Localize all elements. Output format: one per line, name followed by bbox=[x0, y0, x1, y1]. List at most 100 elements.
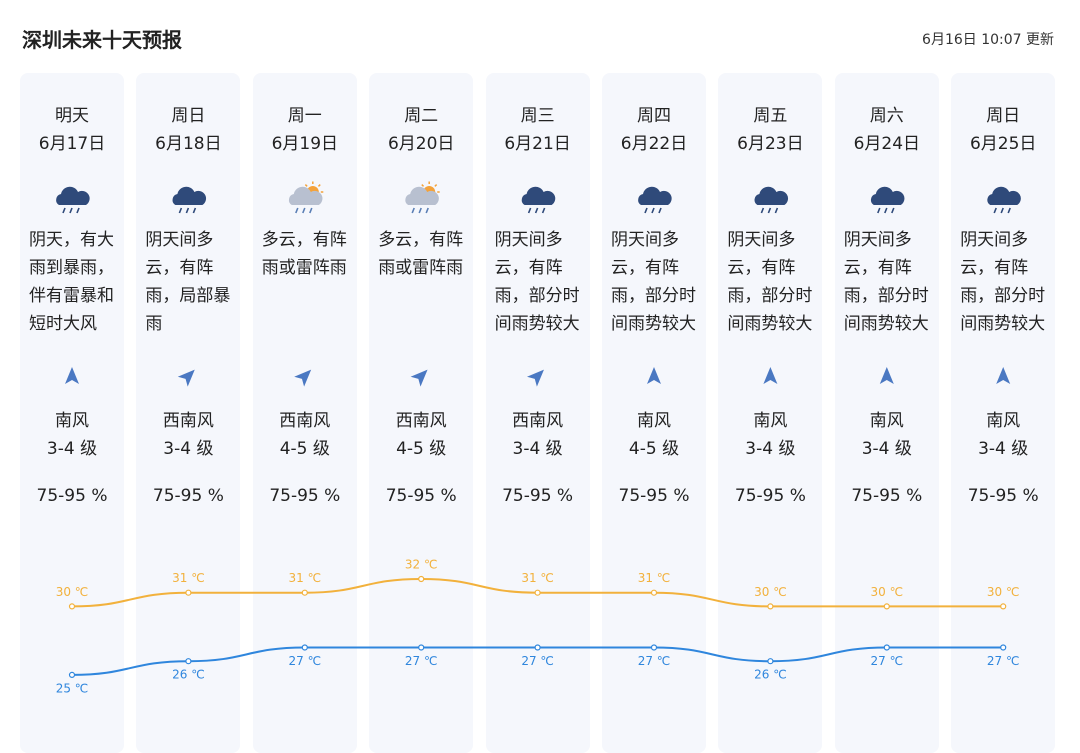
low-temp-point bbox=[650, 644, 658, 651]
high-temp-point bbox=[185, 589, 192, 596]
high-temp-point bbox=[301, 589, 308, 596]
day-date: 6月19日 bbox=[271, 134, 339, 154]
weather-icon bbox=[638, 186, 672, 214]
low-temp-label: 27 ℃ bbox=[289, 654, 322, 668]
weather-description: 阴天间多云，有阵雨，部分时间雨势较大 bbox=[611, 230, 696, 334]
day-name: 周日 bbox=[986, 106, 1021, 126]
rain bbox=[192, 207, 197, 214]
rain bbox=[418, 207, 422, 214]
cloud bbox=[638, 186, 672, 205]
rain bbox=[1007, 207, 1011, 214]
day-card bbox=[485, 73, 590, 753]
weather-icon bbox=[754, 186, 789, 214]
low-temp-label: 27 ℃ bbox=[521, 654, 554, 668]
rain bbox=[295, 207, 299, 214]
low-temp-point bbox=[883, 644, 890, 651]
rain bbox=[178, 207, 183, 214]
high-temp-point bbox=[68, 603, 76, 610]
high-temp-label: 32 ℃ bbox=[405, 558, 438, 572]
low-temp-label: 27 ℃ bbox=[987, 654, 1020, 668]
cloud bbox=[405, 186, 439, 205]
wind-arrow bbox=[526, 369, 544, 387]
high-temp-label: 30 ℃ bbox=[871, 585, 904, 599]
rain bbox=[302, 207, 306, 214]
rain bbox=[69, 207, 73, 214]
high-temp-label: 30 ℃ bbox=[754, 585, 787, 599]
weather-icon bbox=[56, 186, 90, 214]
weather-icon bbox=[870, 186, 905, 214]
weather-icon bbox=[288, 181, 324, 214]
day-date: 6月21日 bbox=[504, 134, 571, 154]
humidity: 75-95 % bbox=[851, 486, 923, 506]
wind-arrow bbox=[410, 369, 428, 387]
rain bbox=[527, 207, 532, 214]
day-card bbox=[834, 73, 939, 753]
day-date: 6月20日 bbox=[387, 134, 455, 154]
day-name: 周四 bbox=[637, 106, 671, 126]
low-temp-point bbox=[534, 644, 541, 651]
high-temp-label: 31 ℃ bbox=[172, 571, 205, 585]
day-date: 6月22日 bbox=[620, 134, 688, 154]
rain bbox=[1000, 207, 1004, 214]
day-date: 6月17日 bbox=[38, 134, 106, 154]
wind-level: 4-5 级 bbox=[628, 439, 680, 459]
rain bbox=[658, 207, 662, 214]
cloud bbox=[288, 186, 323, 205]
rain bbox=[425, 207, 429, 214]
low-temp-point bbox=[1000, 644, 1007, 651]
weather-icon bbox=[987, 186, 1021, 214]
low-temp-label: 25 ℃ bbox=[56, 681, 89, 695]
rain bbox=[767, 207, 772, 214]
day-name: 周五 bbox=[753, 106, 788, 126]
update-time: 6月16日 10:07 更新 bbox=[922, 32, 1054, 48]
wind-direction: 南风 bbox=[869, 411, 904, 431]
wind-level: 3-4 级 bbox=[163, 439, 214, 459]
low-temp-point bbox=[301, 644, 308, 651]
rain bbox=[651, 207, 655, 214]
day-date: 6月23日 bbox=[737, 134, 804, 154]
wind-level: 3-4 级 bbox=[978, 439, 1029, 459]
wind-level: 3-4 级 bbox=[745, 439, 796, 459]
weather-description: 多云，有阵雨或雷阵雨 bbox=[261, 230, 347, 278]
weather-icon bbox=[405, 181, 440, 214]
cloud bbox=[172, 186, 207, 205]
humidity: 75-95 % bbox=[734, 486, 806, 506]
wind-arrow bbox=[996, 367, 1011, 384]
rain bbox=[884, 207, 888, 214]
high-temp-point bbox=[650, 589, 658, 596]
day-card bbox=[602, 73, 706, 753]
high-temp-point bbox=[418, 575, 425, 583]
high-temp-label: 31 ℃ bbox=[638, 571, 671, 585]
rain bbox=[774, 207, 779, 214]
humidity: 75-95 % bbox=[385, 486, 457, 506]
humidity: 75-95 % bbox=[269, 486, 341, 506]
rain bbox=[541, 207, 546, 214]
wind-arrow bbox=[647, 367, 661, 384]
cloud bbox=[987, 186, 1021, 205]
day-card bbox=[252, 73, 357, 753]
rain bbox=[76, 207, 80, 214]
day-name: 周日 bbox=[171, 106, 206, 126]
high-temp-point bbox=[534, 589, 541, 596]
wind-direction: 南风 bbox=[986, 411, 1021, 431]
wind-arrow bbox=[65, 367, 79, 384]
day-name: 明天 bbox=[55, 106, 89, 126]
weather-description: 阴天间多云，有阵雨，部分时间雨势较大 bbox=[843, 230, 929, 334]
sun-ray bbox=[434, 184, 438, 187]
high-temp-point bbox=[767, 603, 774, 610]
low-temp-point bbox=[418, 644, 425, 651]
day-card bbox=[718, 73, 823, 753]
weather-description: 阴天间多云，有阵雨，局部暴雨 bbox=[145, 230, 231, 334]
wind-arrow bbox=[294, 369, 312, 387]
humidity: 75-95 % bbox=[618, 486, 690, 506]
wind-level: 4-5 级 bbox=[396, 439, 447, 459]
weather-description: 多云，有阵雨或雷阵雨 bbox=[378, 230, 464, 278]
high-temp-point bbox=[1000, 603, 1007, 610]
weather-description: 阴天间多云，有阵雨，部分时间雨势较大 bbox=[494, 230, 580, 334]
high-temp-label: 30 ℃ bbox=[987, 585, 1020, 599]
wind-direction: 西南风 bbox=[162, 411, 214, 431]
wind-level: 3-4 级 bbox=[512, 439, 563, 459]
low-temp-label: 27 ℃ bbox=[638, 654, 671, 668]
